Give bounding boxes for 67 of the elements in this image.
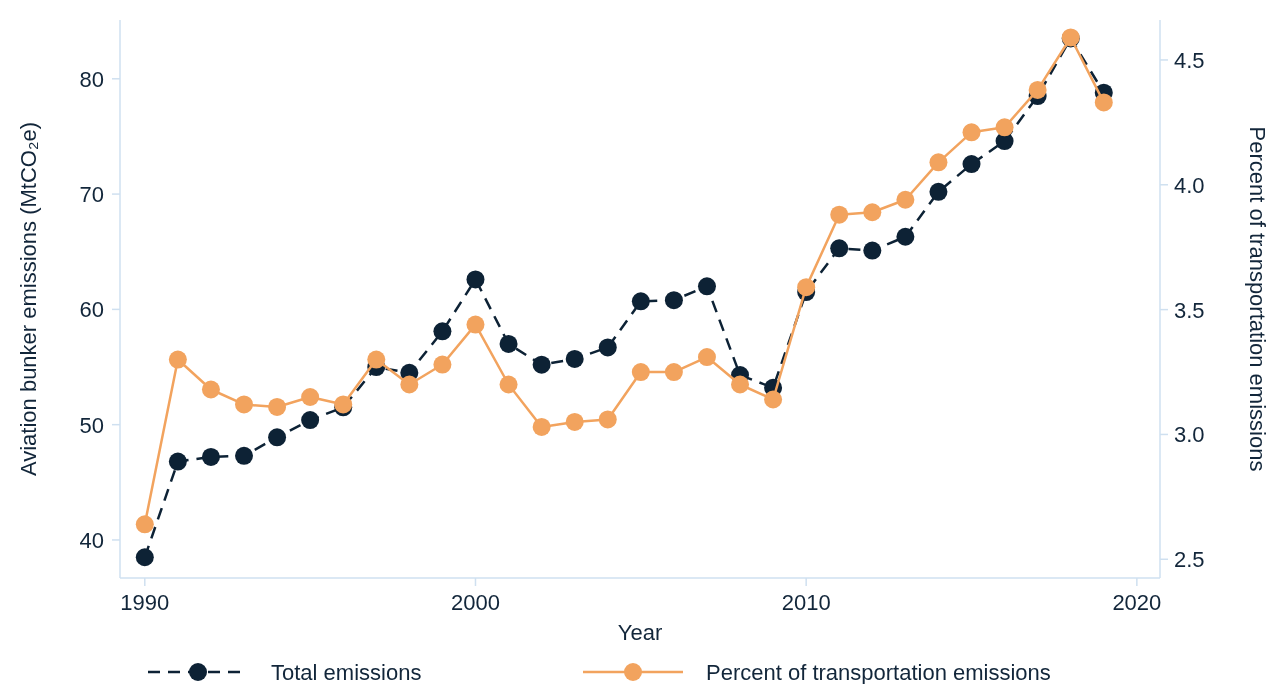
point [135, 548, 154, 567]
y2-tick-label: 2.5 [1174, 547, 1205, 573]
point [499, 334, 518, 353]
x-tick-label: 2000 [451, 590, 500, 615]
point [499, 375, 518, 394]
point [1094, 93, 1113, 112]
point [168, 452, 187, 471]
x-tick-label: 1990 [120, 590, 170, 615]
point [565, 349, 584, 368]
point [830, 205, 849, 224]
point [598, 410, 617, 429]
point [433, 355, 452, 374]
point [697, 277, 716, 296]
point [268, 428, 287, 447]
x-tick-label: 2020 [1112, 590, 1162, 615]
point [664, 363, 683, 382]
point [268, 397, 287, 416]
point [301, 387, 320, 406]
point [962, 155, 981, 174]
y-tick-label: 40 [79, 527, 104, 553]
point [532, 417, 551, 436]
point [664, 291, 683, 310]
point [962, 123, 981, 142]
x-tick-label: 2010 [781, 590, 831, 615]
point [995, 118, 1014, 137]
point [135, 515, 154, 534]
point [929, 182, 948, 201]
point [235, 446, 254, 465]
point [830, 239, 849, 258]
point [863, 203, 882, 222]
point [565, 412, 584, 431]
point [367, 350, 386, 369]
point [631, 363, 650, 382]
point [201, 380, 220, 399]
point [433, 322, 452, 341]
point [764, 390, 783, 409]
point [168, 350, 187, 369]
point [201, 447, 220, 466]
point [797, 278, 816, 297]
point [631, 292, 650, 311]
y-tick-label: 80 [79, 66, 104, 92]
point [863, 241, 882, 260]
point [532, 355, 551, 374]
point [731, 375, 750, 394]
y2-axis-title: Percent of transportation emissions [1245, 126, 1270, 472]
point [598, 338, 617, 357]
point [896, 227, 915, 246]
point [1028, 80, 1047, 99]
legend-label: Percent of transportation emissions [706, 660, 1051, 685]
x-axis-title: Year [617, 620, 663, 645]
y2-tick-label: 4.5 [1174, 47, 1205, 73]
y2-tick-label: 3.0 [1174, 422, 1205, 448]
y2-tick-label: 4.0 [1174, 172, 1205, 198]
point [929, 153, 948, 172]
point [466, 270, 485, 289]
y2-tick-label: 3.5 [1174, 297, 1205, 323]
y-axis-title: Aviation bunker emissions (MtCO₂e) [16, 121, 41, 477]
y-tick-label: 60 [79, 297, 104, 323]
point [697, 348, 716, 367]
point [896, 190, 915, 209]
point [400, 375, 419, 394]
point [235, 395, 254, 414]
legend-label: Total emissions [271, 660, 422, 685]
y-tick-label: 70 [79, 182, 104, 208]
point [301, 411, 320, 430]
point [466, 315, 485, 334]
y-tick-label: 50 [79, 412, 104, 438]
